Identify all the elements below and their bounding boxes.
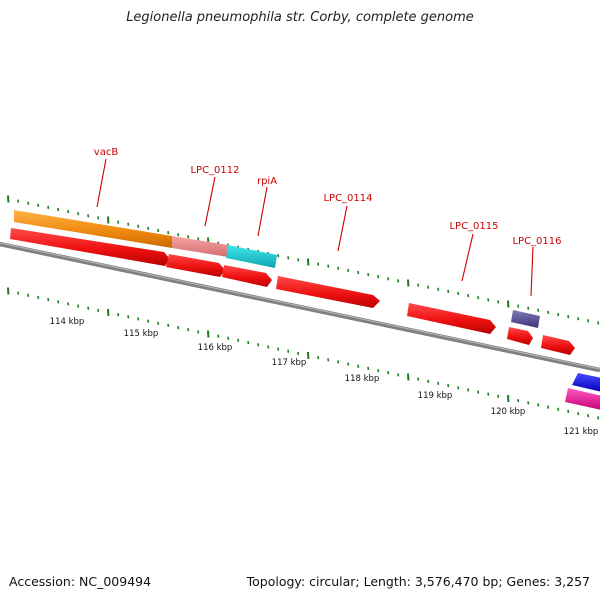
scale-labels: 114 kbp 115 kbp 116 kbp 117 kbp 118 kbp …	[50, 317, 599, 437]
gene-label-LPC_0112: LPC_0112	[190, 165, 239, 176]
gene-label-leaders	[96, 158, 534, 297]
scale-label-116: 116 kbp	[198, 343, 233, 353]
scale-label-115: 115 kbp	[124, 329, 159, 339]
gene-blue-block	[572, 373, 600, 392]
scale-label-121: 121 kbp	[564, 427, 599, 437]
gene-magenta-block	[565, 388, 600, 410]
scale-label-118: 118 kbp	[345, 374, 380, 384]
gene-label-vacB: vacB	[94, 147, 119, 158]
genome-backbone	[0, 241, 600, 373]
gene-label-LPC_0115: LPC_0115	[449, 221, 498, 232]
gene-purple-block	[511, 310, 540, 328]
gene-labels: vacB LPC_0112 rpiA LPC_0114 LPC_0115 LPC…	[94, 147, 562, 247]
gene-arrow-LPC_0116	[507, 327, 533, 345]
gene-label-LPC_0116: LPC_0116	[512, 236, 561, 247]
map-title: Legionella pneumophila str. Corby, compl…	[126, 10, 474, 25]
feature-LPC_0112-cog-pink	[172, 236, 228, 257]
gene-arrow-LPC_0114	[276, 276, 380, 308]
gene-arrow-vacB	[10, 228, 170, 266]
feature-track	[10, 210, 600, 410]
scale-label-117: 117 kbp	[272, 358, 307, 368]
accession-text: Accession: NC_009494	[9, 574, 152, 589]
gene-label-LPC_0114: LPC_0114	[323, 193, 372, 204]
gene-arrow-small	[541, 335, 575, 355]
gene-label-rpiA: rpiA	[257, 176, 277, 187]
gene-arrow-LPC_0115	[407, 303, 496, 334]
feature-rpiA-cog-cyan	[226, 245, 277, 268]
gene-arrow-LPC_0112	[166, 254, 225, 277]
lower-tick-row	[7, 287, 600, 420]
genome-summary-text: Topology: circular; Length: 3,576,470 bp…	[246, 574, 590, 589]
feature-vacB-cog-orange	[14, 210, 172, 248]
scale-label-120: 120 kbp	[491, 407, 526, 417]
scale-label-119: 119 kbp	[418, 391, 453, 401]
upper-tick-row	[7, 195, 600, 325]
scale-label-114: 114 kbp	[50, 317, 85, 327]
gene-arrow-rpiA	[222, 265, 272, 287]
